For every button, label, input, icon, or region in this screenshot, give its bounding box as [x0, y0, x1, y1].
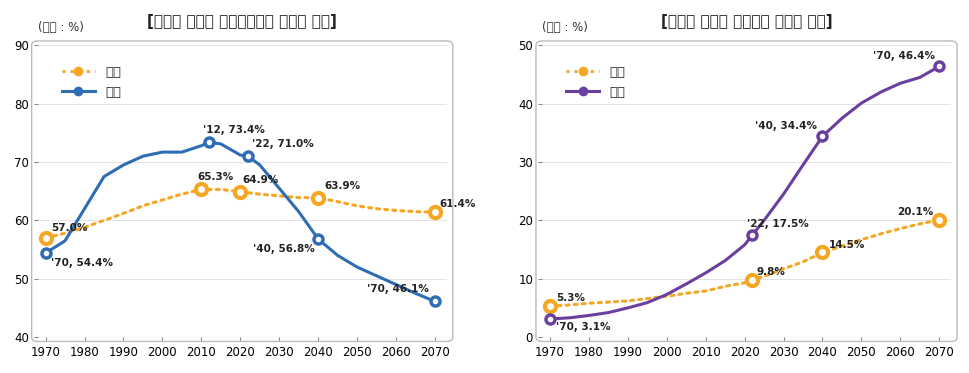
- Text: '70, 46.4%: '70, 46.4%: [872, 50, 934, 60]
- Text: '22, 17.5%: '22, 17.5%: [746, 219, 807, 229]
- Text: '70, 3.1%: '70, 3.1%: [555, 322, 610, 332]
- Text: (단위 : %): (단위 : %): [542, 21, 587, 34]
- Text: 65.3%: 65.3%: [198, 172, 234, 182]
- Title: [세계와 한국의 생산연령인구 구성비 추이]: [세계와 한국의 생산연령인구 구성비 추이]: [147, 14, 337, 29]
- Text: '12, 73.4%: '12, 73.4%: [203, 125, 265, 135]
- Text: '70, 46.1%: '70, 46.1%: [367, 285, 428, 295]
- Text: (단위 : %): (단위 : %): [38, 21, 83, 34]
- Text: 64.9%: 64.9%: [242, 175, 278, 185]
- Text: '40, 56.8%: '40, 56.8%: [252, 244, 314, 254]
- Text: 57.0%: 57.0%: [51, 223, 88, 233]
- Text: 5.3%: 5.3%: [555, 293, 584, 303]
- Text: '70, 54.4%: '70, 54.4%: [51, 258, 113, 268]
- Text: 63.9%: 63.9%: [324, 181, 359, 191]
- Text: 20.1%: 20.1%: [896, 207, 932, 217]
- Title: [세계와 한국의 고령인구 구성비 추이]: [세계와 한국의 고령인구 구성비 추이]: [660, 14, 831, 29]
- Legend: 세계, 한국: 세계, 한국: [56, 61, 127, 104]
- Text: '22, 71.0%: '22, 71.0%: [252, 139, 313, 149]
- Text: '40, 34.4%: '40, 34.4%: [754, 120, 816, 131]
- Text: 61.4%: 61.4%: [438, 199, 475, 209]
- Legend: 세계, 한국: 세계, 한국: [560, 61, 631, 104]
- Text: 14.5%: 14.5%: [828, 239, 863, 250]
- Text: 9.8%: 9.8%: [756, 267, 784, 277]
